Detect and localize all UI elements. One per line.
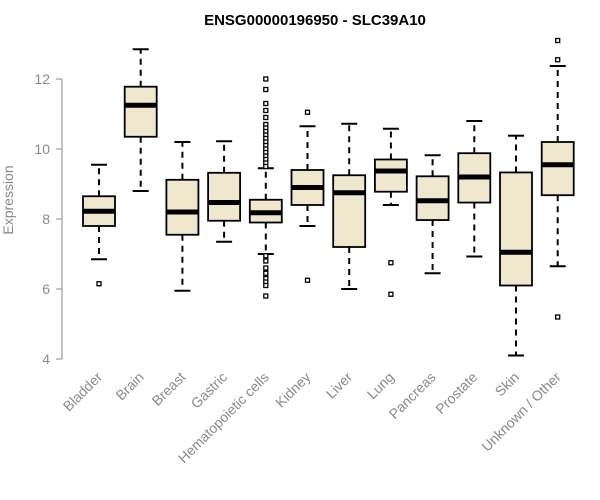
x-tick-label: Liver	[323, 369, 356, 402]
box-liver	[332, 122, 367, 290]
outlier-point	[263, 253, 269, 259]
x-tick-label: Prostate	[432, 369, 480, 417]
iqr-box	[165, 178, 200, 236]
y-tick-label: 6	[42, 281, 50, 297]
outlier-point	[263, 258, 269, 264]
x-tick-label: Lung	[364, 369, 397, 402]
y-axis-label: Expression	[0, 165, 16, 234]
y-axis: 4 6 8 10 12	[34, 71, 63, 367]
iqr-box	[540, 141, 575, 197]
outlier-point	[263, 293, 269, 299]
outlier-point	[263, 270, 269, 276]
iqr-box	[415, 175, 450, 221]
box-kidney	[290, 109, 325, 283]
outlier-point	[304, 109, 311, 115]
outlier-point	[263, 107, 269, 114]
outlier-point	[555, 57, 561, 63]
x-tick-label: Skin	[492, 369, 523, 400]
y-tick-label: 10	[34, 141, 50, 157]
box-hematopoietic-cells	[248, 76, 283, 299]
outlier-point	[263, 86, 269, 93]
x-tick-label: Brain	[112, 369, 146, 403]
box-gastric	[207, 140, 242, 243]
iqr-box	[499, 171, 533, 287]
outlier-point	[263, 76, 269, 82]
outlier-point	[263, 100, 269, 107]
x-tick-label: Kidney	[272, 369, 314, 411]
iqr-box	[373, 158, 408, 193]
outlier-point	[555, 314, 561, 320]
iqr-box	[332, 174, 367, 248]
y-tick-label: 8	[42, 211, 50, 227]
box-skin	[499, 134, 533, 357]
outlier-point	[388, 260, 394, 266]
box-brain	[123, 48, 158, 192]
iqr-box	[123, 85, 158, 138]
box-lung	[373, 127, 408, 297]
outlier-point	[263, 282, 269, 289]
outlier-point	[304, 277, 311, 283]
outlier-point	[263, 265, 269, 271]
outlier-point	[96, 281, 102, 287]
outlier-point	[263, 114, 269, 121]
x-tick-label: Bladder	[60, 369, 106, 415]
y-tick-label: 4	[42, 351, 50, 367]
x-tick-label: Unknown / Other	[478, 369, 564, 455]
outlier-point	[555, 37, 561, 44]
box-breast	[165, 141, 200, 292]
box-unknown-other	[540, 37, 575, 320]
box-pancreas	[415, 154, 450, 275]
y-tick-label: 12	[34, 71, 50, 87]
outlier-point	[263, 163, 269, 170]
iqr-box	[207, 171, 242, 222]
chart-title: ENSG00000196950 - SLC39A10	[204, 12, 426, 29]
box-prostate	[457, 120, 492, 258]
plot-area	[82, 37, 575, 357]
outlier-point	[388, 291, 394, 297]
x-tick-label: Breast	[149, 369, 189, 409]
box-bladder	[82, 163, 116, 287]
